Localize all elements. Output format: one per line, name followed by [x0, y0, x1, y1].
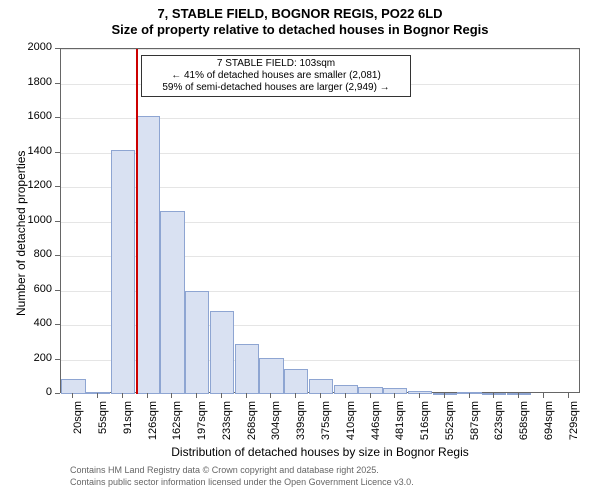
- xtick-mark: [147, 393, 148, 398]
- chart-title: 7, STABLE FIELD, BOGNOR REGIS, PO22 6LD …: [0, 0, 600, 39]
- xtick-mark: [320, 393, 321, 398]
- xtick-label: 233sqm: [221, 401, 233, 501]
- property-marker-line: [136, 49, 138, 394]
- xtick-label: 268sqm: [246, 401, 258, 501]
- title-line1: 7, STABLE FIELD, BOGNOR REGIS, PO22 6LD: [0, 6, 600, 22]
- histogram-bar: [160, 211, 184, 394]
- xtick-mark: [394, 393, 395, 398]
- ytick-mark: [55, 48, 60, 49]
- xtick-label: 552sqm: [444, 401, 456, 501]
- xtick-mark: [221, 393, 222, 398]
- xtick-label: 587sqm: [469, 401, 481, 501]
- ytick-mark: [55, 255, 60, 256]
- ytick-label: 0: [0, 386, 52, 398]
- xtick-mark: [270, 393, 271, 398]
- xtick-label: 623sqm: [493, 401, 505, 501]
- histogram-bar: [259, 358, 283, 394]
- xtick-label: 481sqm: [394, 401, 406, 501]
- ytick-label: 400: [0, 317, 52, 329]
- xtick-label: 162sqm: [171, 401, 183, 501]
- ytick-mark: [55, 393, 60, 394]
- annotation-line3: 59% of semi-detached houses are larger (…: [146, 82, 406, 94]
- chart-container: 7, STABLE FIELD, BOGNOR REGIS, PO22 6LD …: [0, 0, 600, 500]
- histogram-bar: [309, 379, 333, 394]
- xtick-label: 516sqm: [419, 401, 431, 501]
- xtick-label: 91sqm: [122, 401, 134, 501]
- xtick-label: 126sqm: [147, 401, 159, 501]
- xtick-mark: [518, 393, 519, 398]
- ytick-mark: [55, 290, 60, 291]
- histogram-bar: [61, 379, 85, 394]
- xtick-mark: [122, 393, 123, 398]
- xtick-mark: [469, 393, 470, 398]
- xtick-mark: [72, 393, 73, 398]
- xtick-mark: [345, 393, 346, 398]
- histogram-bar: [136, 116, 160, 394]
- ytick-mark: [55, 359, 60, 360]
- ytick-mark: [55, 324, 60, 325]
- ytick-mark: [55, 152, 60, 153]
- xtick-label: 304sqm: [270, 401, 282, 501]
- plot-area: 7 STABLE FIELD: 103sqm← 41% of detached …: [60, 48, 580, 393]
- gridline: [61, 49, 579, 50]
- xtick-mark: [246, 393, 247, 398]
- ytick-label: 2000: [0, 41, 52, 53]
- xtick-mark: [543, 393, 544, 398]
- histogram-bar: [111, 150, 135, 394]
- ytick-label: 1200: [0, 179, 52, 191]
- histogram-bar: [433, 393, 457, 395]
- xtick-label: 197sqm: [196, 401, 208, 501]
- xtick-label: 694sqm: [543, 401, 555, 501]
- xtick-mark: [97, 393, 98, 398]
- xtick-mark: [444, 393, 445, 398]
- ytick-label: 1800: [0, 76, 52, 88]
- annotation-line1: 7 STABLE FIELD: 103sqm: [146, 58, 406, 70]
- ytick-mark: [55, 117, 60, 118]
- xtick-mark: [295, 393, 296, 398]
- xtick-label: 446sqm: [370, 401, 382, 501]
- ytick-mark: [55, 221, 60, 222]
- ytick-label: 600: [0, 283, 52, 295]
- title-line2: Size of property relative to detached ho…: [0, 22, 600, 38]
- ytick-label: 1600: [0, 110, 52, 122]
- histogram-bar: [284, 369, 308, 394]
- xtick-label: 410sqm: [345, 401, 357, 501]
- ytick-mark: [55, 83, 60, 84]
- histogram-bar: [334, 385, 358, 394]
- ytick-mark: [55, 186, 60, 187]
- histogram-bar: [185, 291, 209, 394]
- histogram-bar: [235, 344, 259, 394]
- xtick-label: 658sqm: [518, 401, 530, 501]
- xtick-label: 729sqm: [568, 401, 580, 501]
- ytick-label: 1000: [0, 214, 52, 226]
- ytick-label: 200: [0, 352, 52, 364]
- ytick-label: 800: [0, 248, 52, 260]
- xtick-mark: [171, 393, 172, 398]
- histogram-bar: [457, 392, 481, 394]
- xtick-mark: [419, 393, 420, 398]
- annotation-line2: ← 41% of detached houses are smaller (2,…: [146, 70, 406, 82]
- xtick-mark: [568, 393, 569, 398]
- ytick-label: 1400: [0, 145, 52, 157]
- xtick-label: 55sqm: [97, 401, 109, 501]
- xtick-label: 20sqm: [72, 401, 84, 501]
- xtick-mark: [370, 393, 371, 398]
- annotation-box: 7 STABLE FIELD: 103sqm← 41% of detached …: [141, 55, 411, 97]
- xtick-mark: [493, 393, 494, 398]
- xtick-label: 375sqm: [320, 401, 332, 501]
- xtick-label: 339sqm: [295, 401, 307, 501]
- histogram-bar: [210, 311, 234, 394]
- xtick-mark: [196, 393, 197, 398]
